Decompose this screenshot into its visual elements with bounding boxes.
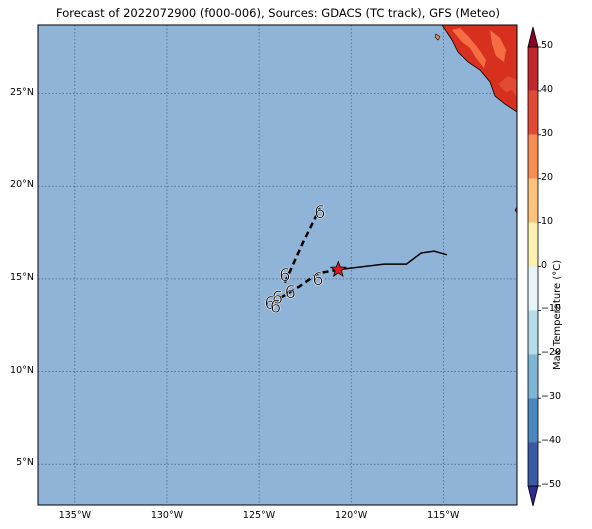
forecast-track-line	[283, 207, 321, 284]
colorbar-tick-label: −40	[541, 435, 562, 447]
colorbar-extend-bottom	[527, 485, 539, 507]
colorbar-tick-label: −10	[541, 303, 562, 315]
colorbar-tick-label: −30	[541, 391, 562, 403]
observed-track-line	[338, 250, 448, 271]
colorbar-segment	[528, 47, 538, 91]
tropical-storm-symbol: 6	[285, 282, 296, 303]
tropical-storm-symbol: 6	[270, 297, 281, 318]
lat-label: 25°N	[10, 86, 34, 98]
colorbar-tick-label: −50	[541, 479, 562, 490]
colorbar-segment	[528, 354, 538, 399]
colorbar-tick-label: 30	[541, 127, 554, 139]
tropical-storm-symbol: 6	[272, 287, 283, 308]
colorbar-segment	[528, 90, 538, 135]
graticule	[38, 25, 517, 505]
lat-label: 20°N	[10, 179, 34, 191]
land-mexico	[434, 25, 517, 214]
colorbar-segment	[528, 266, 538, 311]
lat-label: 15°N	[10, 271, 34, 283]
current-position-star	[329, 260, 347, 278]
lat-label: 5°N	[16, 457, 34, 469]
colorbar-tick-label: −20	[541, 347, 562, 359]
tropical-storm-symbol: 6	[312, 269, 323, 290]
lon-label: 120°W	[335, 510, 368, 521]
colorbar-tick-label: 0	[541, 259, 548, 271]
colorbar-segment	[528, 398, 538, 443]
tropical-storm-symbol: 6	[279, 265, 290, 286]
colorbar-tick-label: 40	[541, 83, 554, 95]
colorbar-segment	[528, 442, 538, 486]
lon-label: 125°W	[242, 510, 276, 521]
lon-label: 115°W	[427, 510, 460, 521]
lat-label: 10°N	[10, 364, 34, 376]
lon-label: 130°W	[150, 510, 184, 521]
colorbar-segment	[528, 178, 538, 223]
ocean	[38, 25, 517, 505]
map-frame	[37, 24, 518, 506]
colorbar-segment	[528, 310, 538, 355]
colorbar-tick-label: 10	[541, 215, 554, 227]
colorbar-tick-label: 50	[541, 40, 554, 51]
lon-label: 135°W	[58, 510, 91, 521]
map-title: Forecast of 2022072900 (f000-006), Sourc…	[56, 6, 500, 20]
colorbar-segment	[528, 134, 538, 179]
colorbar-label: Max Temperature (°C)	[552, 259, 563, 370]
colorbar-tick-label: 20	[541, 171, 554, 183]
colorbar-segment	[528, 222, 538, 267]
tropical-storm-symbol: 6	[314, 202, 325, 223]
forecast-track-line	[272, 268, 339, 306]
colorbar-extend-top	[527, 26, 539, 48]
tropical-storm-symbol: 6	[264, 293, 275, 314]
